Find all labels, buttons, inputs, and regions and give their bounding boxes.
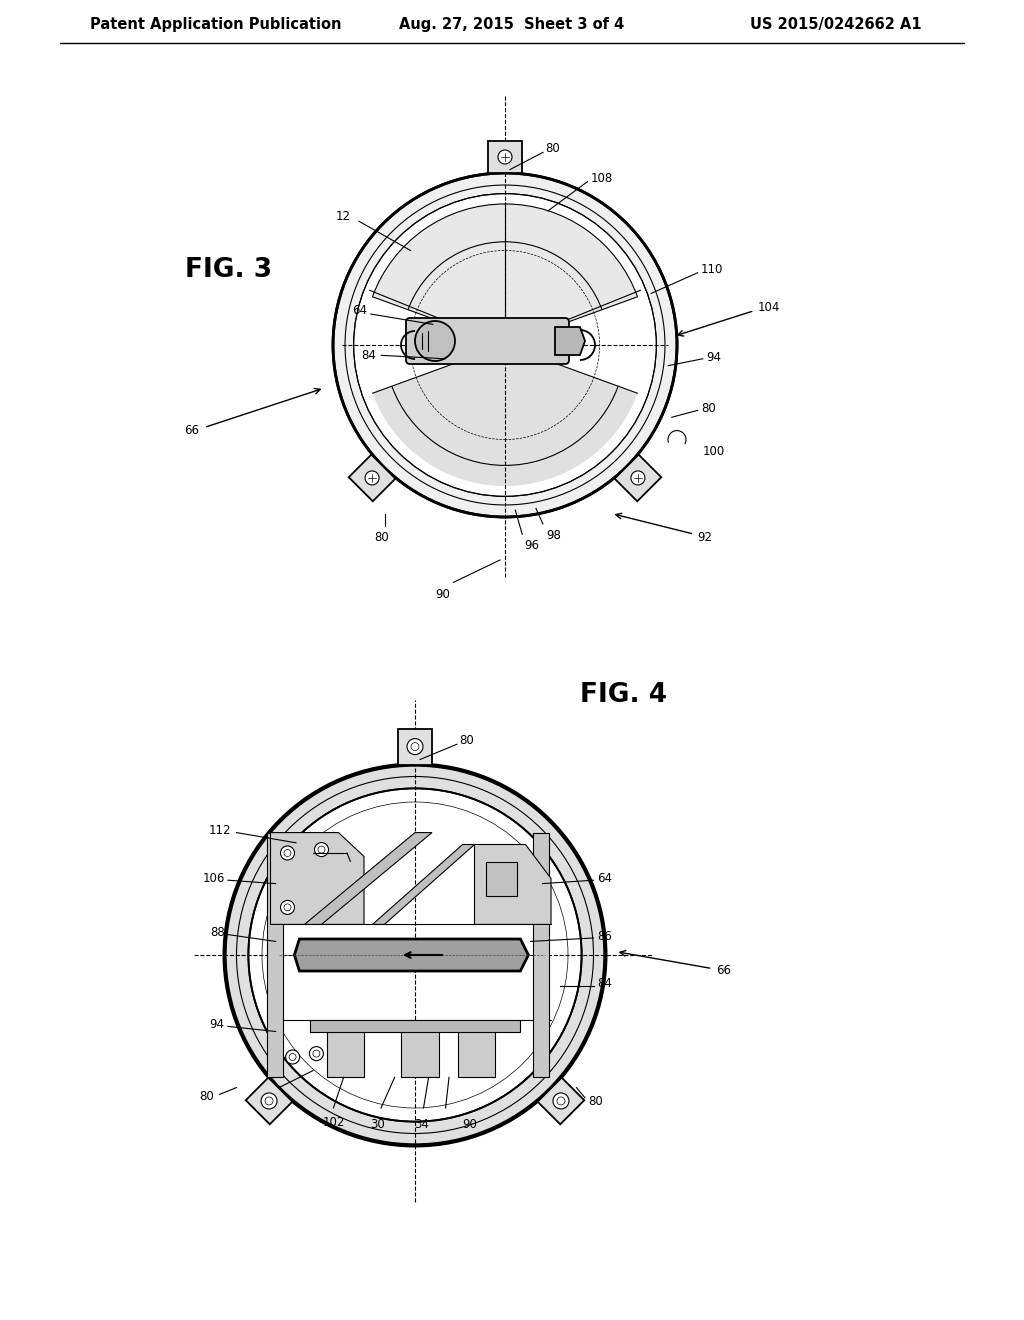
Text: 84: 84 (597, 977, 611, 990)
Circle shape (261, 1093, 278, 1109)
Polygon shape (304, 833, 432, 924)
Text: 110: 110 (701, 263, 723, 276)
Polygon shape (373, 205, 638, 345)
Text: 80: 80 (545, 143, 560, 156)
Text: 104: 104 (758, 301, 780, 314)
Circle shape (353, 194, 656, 496)
Text: FIG. 3: FIG. 3 (185, 257, 272, 282)
Text: 108: 108 (591, 172, 613, 185)
Text: 80: 80 (374, 531, 388, 544)
Text: 64: 64 (352, 304, 368, 317)
Text: 80: 80 (589, 1094, 603, 1107)
Polygon shape (295, 939, 528, 972)
Text: 80: 80 (459, 734, 474, 747)
Text: 66: 66 (716, 964, 731, 977)
Circle shape (415, 321, 455, 360)
Text: 90: 90 (435, 587, 450, 601)
Text: 84: 84 (361, 348, 376, 362)
Circle shape (407, 739, 423, 755)
Text: 86: 86 (597, 929, 611, 942)
Text: 96: 96 (524, 540, 539, 552)
Text: 112: 112 (209, 825, 231, 837)
Polygon shape (373, 845, 474, 924)
Text: 30: 30 (371, 1118, 385, 1131)
Text: 80: 80 (200, 1089, 214, 1102)
Text: 106: 106 (202, 873, 224, 884)
Circle shape (309, 1047, 324, 1060)
Polygon shape (270, 833, 364, 924)
Polygon shape (614, 454, 662, 502)
FancyBboxPatch shape (406, 318, 569, 364)
Text: 100: 100 (702, 445, 725, 458)
Circle shape (498, 150, 512, 164)
Bar (327, 1030, 364, 1077)
Polygon shape (246, 1077, 293, 1125)
Circle shape (333, 173, 677, 517)
Text: 102: 102 (323, 1117, 345, 1130)
Text: 12: 12 (335, 210, 350, 223)
Text: Patent Application Publication: Patent Application Publication (90, 17, 341, 33)
Bar (458, 1030, 495, 1077)
Polygon shape (309, 1019, 520, 1031)
Bar (486, 862, 517, 895)
Text: 94: 94 (210, 1018, 224, 1031)
Text: 98: 98 (546, 529, 561, 543)
Polygon shape (474, 845, 551, 924)
Polygon shape (488, 141, 522, 173)
Circle shape (286, 1049, 300, 1064)
Circle shape (224, 764, 605, 1146)
Circle shape (631, 471, 645, 484)
Polygon shape (555, 327, 585, 355)
Text: 34: 34 (415, 1118, 429, 1131)
Text: FIG. 4: FIG. 4 (580, 682, 667, 708)
Polygon shape (534, 833, 550, 1077)
Circle shape (366, 471, 379, 484)
Text: Aug. 27, 2015  Sheet 3 of 4: Aug. 27, 2015 Sheet 3 of 4 (399, 17, 625, 33)
Polygon shape (373, 345, 638, 486)
Bar (401, 1030, 439, 1077)
Circle shape (281, 846, 295, 861)
Text: 88: 88 (210, 927, 224, 940)
Text: 66: 66 (184, 425, 199, 437)
Polygon shape (398, 729, 432, 764)
Polygon shape (538, 1077, 585, 1125)
Text: 80: 80 (701, 403, 716, 414)
Circle shape (553, 1093, 569, 1109)
Text: 90: 90 (463, 1118, 477, 1131)
Circle shape (281, 900, 295, 915)
Text: US 2015/0242662 A1: US 2015/0242662 A1 (750, 17, 922, 33)
Circle shape (314, 842, 329, 857)
Text: 92: 92 (697, 531, 713, 544)
Polygon shape (267, 833, 283, 1077)
Text: 94: 94 (707, 351, 721, 363)
Circle shape (249, 788, 582, 1122)
Text: 32: 32 (259, 1085, 273, 1097)
Polygon shape (349, 454, 395, 502)
Text: 64: 64 (597, 873, 612, 884)
Circle shape (262, 803, 568, 1107)
